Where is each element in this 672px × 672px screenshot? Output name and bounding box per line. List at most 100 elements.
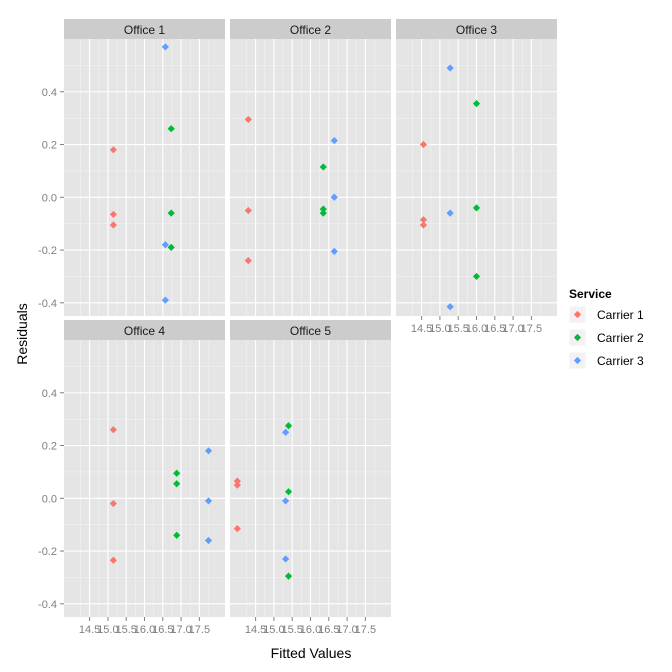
data-point-carrier-2 [167, 209, 175, 217]
y-tick-label: -0.4 [38, 298, 57, 310]
x-tick-label: 15.5 [115, 624, 136, 636]
facet-panel-office-2: Office 2 [230, 19, 391, 316]
data-point-carrier-2 [319, 163, 327, 171]
facet-strip [396, 19, 557, 39]
facet-strip [230, 320, 391, 340]
legend-label: Carrier 2 [597, 331, 644, 345]
y-axis-title: Residuals [14, 303, 30, 364]
y-tick-label: -0.4 [38, 599, 57, 611]
facet-strip-label: Office 5 [290, 324, 331, 338]
legend-marker [573, 310, 582, 319]
facet-strip-label: Office 3 [456, 23, 497, 37]
data-point-carrier-1 [109, 499, 117, 508]
x-tick-label: 15.0 [429, 323, 450, 335]
facet-strip-label: Office 1 [124, 23, 165, 37]
data-point-carrier-1 [233, 477, 241, 485]
x-tick-label: 17.5 [189, 624, 210, 636]
data-point-carrier-1 [109, 426, 117, 434]
legend-item-carrier-2: Carrier 2 [568, 328, 644, 347]
facet-strip-label: Office 2 [290, 23, 331, 37]
data-point-carrier-1 [419, 216, 428, 224]
data-point-carrier-2 [167, 125, 175, 133]
data-point-carrier-3 [204, 536, 213, 545]
y-tick-label: 0.2 [42, 441, 57, 453]
data-point-carrier-1 [244, 257, 252, 265]
data-point-carrier-2 [167, 243, 175, 252]
data-point-carrier-3 [204, 447, 213, 455]
x-axis-title: Fitted Values [271, 645, 352, 661]
data-point-carrier-3 [446, 303, 454, 311]
data-point-carrier-1 [109, 556, 117, 564]
legend-title: Service [569, 287, 612, 301]
data-point-carrier-2 [319, 209, 327, 217]
x-tick-label: 16.5 [484, 323, 505, 335]
data-point-carrier-2 [173, 531, 181, 539]
legend-item-carrier-3: Carrier 3 [568, 351, 644, 370]
data-point-carrier-3 [161, 43, 169, 51]
y-tick-label: -0.2 [38, 546, 57, 558]
y-tick-label: 0.0 [42, 493, 57, 505]
facet-panel-office-3: Office 3 [396, 19, 557, 316]
data-point-carrier-3 [446, 64, 454, 72]
x-tick-label: 16.5 [152, 624, 173, 636]
panels-layer: Office 1 Office 2 Office 3 Office 4 Office 5 [64, 19, 557, 617]
x-tick-label: 17.5 [355, 624, 376, 636]
data-point-carrier-2 [472, 272, 481, 281]
data-point-carrier-3 [330, 136, 338, 145]
data-point-carrier-1 [109, 221, 117, 229]
data-point-carrier-2 [284, 488, 293, 496]
facet-strip [64, 320, 225, 340]
y-tick-label: 0.0 [42, 192, 57, 204]
legend-item-carrier-1: Carrier 1 [568, 305, 644, 324]
data-point-carrier-2 [319, 205, 327, 213]
data-point-carrier-1 [109, 210, 117, 219]
facet-panel-office-1: Office 1 [64, 19, 225, 316]
y-tick-label: 0.4 [42, 87, 57, 99]
y-tick-label: 0.4 [42, 388, 57, 400]
x-tick-label: 16.0 [134, 624, 155, 636]
data-point-carrier-3 [330, 193, 338, 201]
facet-panel-office-4: Office 4 [64, 320, 225, 617]
data-point-carrier-2 [472, 100, 481, 108]
data-point-carrier-3 [161, 241, 169, 249]
data-point-carrier-2 [173, 469, 181, 477]
legend: Service Carrier 1 Carrier 2 Carrier 3 [568, 287, 644, 370]
legend-marker [573, 356, 582, 365]
data-point-carrier-1 [109, 146, 117, 154]
data-point-carrier-1 [233, 525, 241, 533]
data-point-carrier-1 [244, 115, 252, 124]
data-point-carrier-2 [284, 572, 293, 580]
data-point-carrier-2 [284, 422, 293, 430]
x-tick-label: 14.5 [245, 624, 266, 636]
legend-label: Carrier 3 [597, 354, 644, 368]
data-point-carrier-3 [282, 555, 290, 563]
data-point-carrier-3 [446, 209, 454, 217]
data-point-carrier-3 [204, 497, 213, 505]
facet-strip-label: Office 4 [124, 324, 165, 338]
x-tick-label: 15.5 [281, 624, 302, 636]
facet-strip [64, 19, 225, 39]
facet-strip [230, 19, 391, 39]
x-tick-label: 16.0 [300, 624, 321, 636]
x-tick-label: 16.5 [318, 624, 339, 636]
x-tick-label: 15.0 [97, 624, 118, 636]
data-point-carrier-3 [330, 247, 338, 255]
data-point-carrier-2 [472, 204, 481, 212]
data-point-carrier-1 [233, 481, 241, 489]
data-point-carrier-1 [419, 140, 428, 149]
data-point-carrier-2 [173, 480, 181, 488]
x-tick-label: 17.0 [336, 624, 357, 636]
x-tick-label: 14.5 [79, 624, 100, 636]
x-tick-label: 16.0 [466, 323, 487, 335]
x-tick-label: 17.0 [170, 624, 191, 636]
data-point-carrier-3 [161, 296, 169, 304]
data-point-carrier-3 [282, 497, 290, 505]
x-tick-label: 17.0 [502, 323, 523, 335]
data-point-carrier-1 [419, 221, 428, 229]
facet-panel-office-5: Office 5 [230, 320, 391, 617]
y-tick-label: 0.2 [42, 140, 57, 152]
x-tick-label: 15.5 [447, 323, 468, 335]
data-point-carrier-1 [244, 206, 252, 215]
data-point-carrier-3 [282, 428, 290, 436]
